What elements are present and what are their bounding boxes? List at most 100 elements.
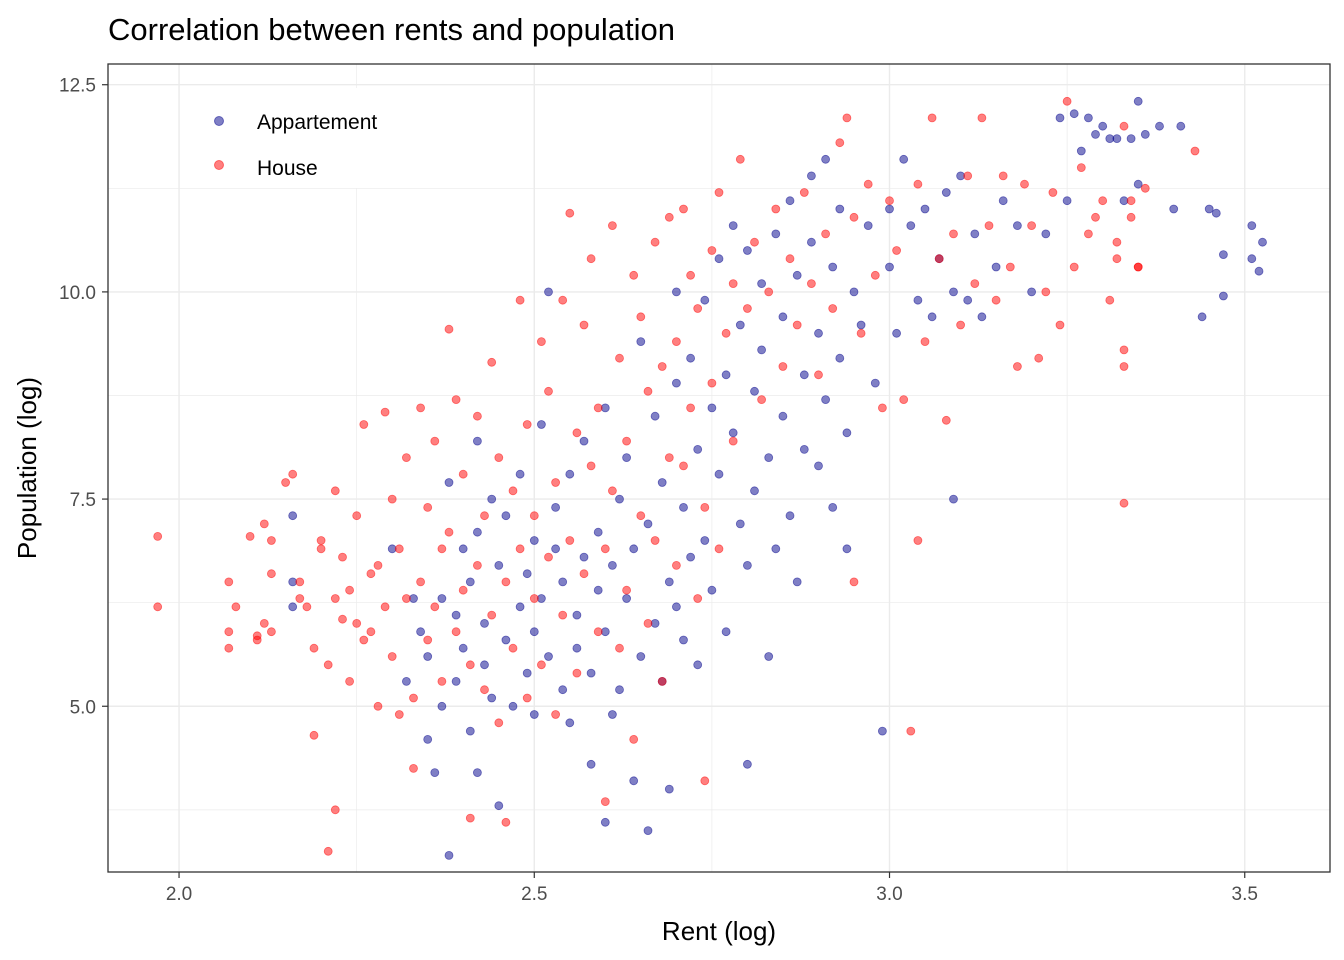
data-point — [437, 594, 447, 603]
data-point — [941, 415, 951, 425]
data-point — [828, 262, 838, 272]
data-point — [1254, 266, 1264, 276]
legend-label-house: House — [257, 157, 318, 180]
data-point — [529, 511, 539, 521]
data-point — [778, 362, 788, 371]
data-point — [757, 279, 766, 289]
data-point — [295, 577, 305, 587]
x-tick-label: 3.5 — [1232, 884, 1258, 905]
data-point — [352, 619, 362, 628]
data-point — [551, 710, 560, 719]
data-point — [920, 337, 930, 347]
data-point — [849, 287, 859, 297]
data-point — [529, 627, 539, 637]
data-point — [451, 395, 461, 405]
data-point — [465, 813, 475, 823]
data-point — [544, 652, 553, 661]
data-point — [480, 685, 489, 695]
data-point — [224, 577, 234, 587]
data-point — [1034, 353, 1044, 363]
data-point — [600, 817, 610, 827]
data-point — [387, 494, 397, 504]
data-point — [330, 594, 340, 603]
data-points — [153, 96, 1267, 860]
data-point — [551, 502, 560, 512]
data-point — [494, 801, 504, 811]
data-point — [672, 337, 681, 347]
data-point — [622, 594, 631, 603]
data-point — [608, 221, 617, 231]
y-tick-label: 5.0 — [70, 697, 96, 718]
data-point — [352, 511, 362, 521]
data-point — [1126, 196, 1136, 206]
legend-swatch-appartement — [214, 116, 224, 126]
data-point — [849, 212, 859, 222]
data-point — [672, 602, 681, 612]
data-point — [721, 370, 731, 380]
data-point — [1140, 183, 1150, 193]
data-point — [743, 561, 752, 570]
data-point — [444, 324, 454, 334]
data-point — [849, 577, 859, 587]
data-point — [821, 395, 830, 405]
data-point — [1055, 113, 1065, 123]
data-point — [373, 701, 383, 711]
data-point — [963, 171, 973, 181]
data-point — [728, 436, 738, 446]
data-point — [579, 436, 589, 446]
data-point — [409, 693, 418, 703]
data-point — [515, 469, 525, 479]
data-point — [785, 511, 795, 521]
data-point — [1190, 146, 1200, 156]
data-point — [828, 502, 838, 512]
data-point — [501, 635, 511, 645]
data-point — [345, 585, 355, 595]
data-point — [323, 846, 333, 856]
data-point — [913, 536, 923, 545]
data-point — [956, 320, 965, 330]
data-point — [1013, 221, 1022, 231]
data-point — [1041, 229, 1051, 239]
data-point — [664, 577, 674, 587]
data-point — [728, 279, 738, 289]
data-point — [750, 237, 759, 247]
data-point — [977, 113, 987, 123]
data-point — [764, 652, 774, 661]
data-point — [672, 561, 681, 570]
data-point — [714, 469, 724, 479]
y-tick-label: 10.0 — [59, 283, 96, 304]
data-point — [750, 386, 759, 396]
data-point — [465, 726, 475, 736]
data-point — [458, 585, 468, 595]
data-point — [1062, 96, 1072, 106]
data-point — [551, 544, 560, 554]
data-point — [593, 527, 603, 537]
data-point — [522, 569, 532, 579]
data-point — [1027, 287, 1036, 297]
data-point — [579, 320, 589, 330]
data-point — [949, 287, 958, 297]
data-point — [416, 403, 426, 413]
data-point — [508, 643, 518, 653]
data-point — [899, 154, 909, 164]
data-point — [949, 494, 958, 504]
data-point — [792, 270, 802, 280]
data-point — [949, 229, 958, 239]
data-point — [828, 304, 838, 313]
data-point — [629, 544, 639, 554]
data-point — [1247, 254, 1257, 264]
data-point — [920, 204, 930, 214]
data-point — [316, 536, 326, 545]
data-point — [366, 569, 376, 579]
data-point — [835, 353, 845, 363]
data-point — [501, 511, 511, 521]
data-point — [551, 478, 560, 487]
data-point — [558, 295, 568, 305]
grid — [108, 64, 1330, 872]
data-point — [615, 353, 624, 363]
data-point — [537, 337, 546, 347]
data-point — [537, 660, 546, 670]
data-point — [458, 469, 468, 479]
data-point — [934, 254, 944, 264]
data-point — [1069, 262, 1079, 272]
